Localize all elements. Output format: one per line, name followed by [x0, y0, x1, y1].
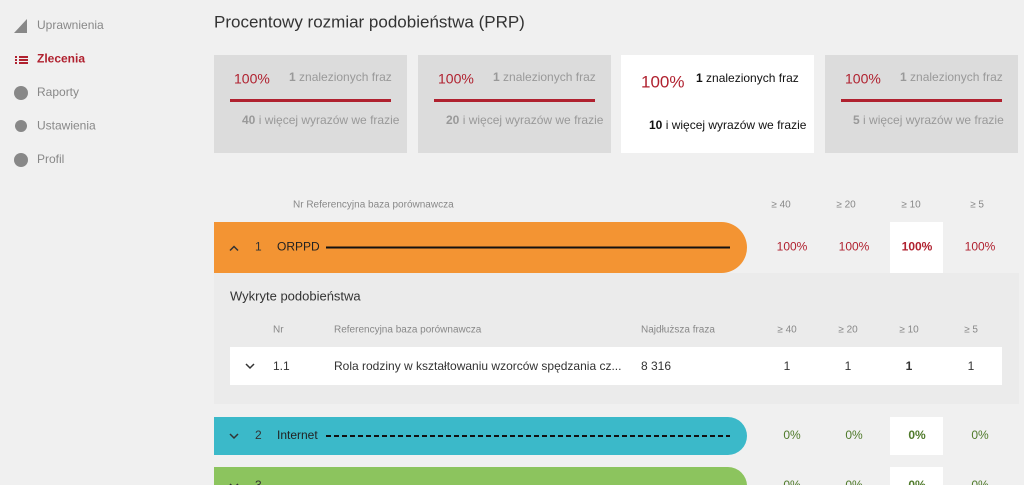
card-phrases: 1 znalezionych fraz — [900, 70, 1003, 84]
prp-card[interactable]: 100% 1 znalezionych fraz 20 i więcej wyraz… — [418, 55, 611, 153]
highlight-cell — [890, 467, 943, 485]
row-value: 0% — [845, 478, 863, 485]
row-nr: 3 — [255, 478, 262, 485]
card-words: 10 i więcej wyrazów we frazie — [649, 118, 807, 132]
card-bg — [621, 55, 814, 153]
text-part: 40 — [242, 113, 256, 127]
row-name: ORPPD — [277, 240, 320, 254]
icon-orders — [15, 56, 28, 64]
text-part: znalezionych fraz — [299, 70, 392, 84]
text-part: i więcej wyrazów we frazie — [259, 113, 400, 127]
card-percent: 100% — [234, 71, 270, 87]
sidebar-item[interactable]: Ustawienia — [37, 119, 96, 133]
detail-cell: Rola rodziny w kształtowaniu wzorców spę… — [334, 359, 621, 373]
prp-card[interactable]: 100% 1 znalezionych fraz 40 i więcej wyraz… — [214, 55, 407, 153]
sidebar-item[interactable]: Zlecenia — [37, 52, 85, 66]
card-percent: 100% — [845, 71, 881, 87]
row-value: 0% — [971, 478, 989, 485]
row-value: 0% — [908, 478, 926, 485]
column-header: ≥ 40 — [771, 200, 791, 211]
detail-header: Referencyjna baza porównawcza — [334, 325, 482, 336]
sidebar-item[interactable]: Uprawnienia — [37, 18, 104, 32]
detail-header: Nr — [273, 325, 284, 336]
card-phrases: 1 znalezionych fraz — [696, 71, 799, 85]
detail-cell: 1 — [845, 359, 852, 373]
icon-permissions — [14, 19, 27, 33]
detail-header: ≥ 20 — [838, 325, 858, 336]
row-value: 0% — [908, 428, 926, 442]
icon-reports — [14, 86, 28, 100]
row-value: 100% — [839, 240, 870, 254]
card-bg — [418, 55, 611, 153]
detail-cell: 1.1 — [273, 359, 290, 373]
detail-header: ≥ 5 — [964, 325, 978, 336]
icon-profile — [14, 153, 28, 167]
highlight-cell — [890, 222, 943, 273]
detail-cell: 8 316 — [641, 359, 671, 373]
column-header: ≥ 5 — [970, 200, 984, 211]
column-header: ≥ 10 — [901, 200, 921, 211]
page-title: Procentowy rozmiar podobieństwa (PRP) — [214, 12, 525, 31]
text-part: znalezionych fraz — [910, 70, 1003, 84]
card-bg — [825, 55, 1018, 153]
detail-cell: 1 — [906, 359, 913, 373]
table-header: Nr Referencyjna baza porównawcza — [293, 200, 454, 211]
row-value: 100% — [965, 240, 996, 254]
card-bg — [214, 55, 407, 153]
card-underline — [230, 99, 391, 102]
card-words: 5 i więcej wyrazów we frazie — [853, 113, 1004, 127]
detail-header: ≥ 10 — [899, 325, 919, 336]
detail-header: Najdłuższa fraza — [641, 325, 715, 336]
text-part: 20 — [446, 113, 460, 127]
card-percent: 100% — [641, 72, 684, 91]
row-nr: 2 — [255, 428, 262, 442]
row-value: 100% — [777, 240, 808, 254]
card-phrases: 1 znalezionych fraz — [289, 70, 392, 84]
row-value: 0% — [783, 428, 801, 442]
card-percent: 100% — [438, 71, 474, 87]
row-chevron[interactable] — [229, 245, 239, 252]
sidebar-item[interactable]: Raporty — [37, 85, 79, 99]
column-header: ≥ 20 — [836, 200, 856, 211]
text-part: 1 — [289, 70, 296, 84]
detail-cell: 1 — [968, 359, 975, 373]
source-band — [214, 467, 747, 485]
card-words: 40 i więcej wyrazów we frazie — [242, 113, 400, 127]
card-underline — [841, 99, 1002, 102]
text-part: 1 — [900, 70, 907, 84]
row-chevron[interactable] — [229, 433, 239, 440]
text-part: 1 — [493, 70, 500, 84]
detail-row — [230, 347, 1002, 385]
prp-card[interactable]: 100% 1 znalezionych fraz 10 i więcej wyraz… — [621, 55, 814, 153]
icon-settings — [15, 120, 27, 132]
row-value: 0% — [845, 428, 863, 442]
sidebar-item[interactable]: Profil — [37, 152, 64, 166]
row-value: 100% — [902, 240, 933, 254]
text-part: 1 — [696, 71, 703, 85]
detail-cell: 1 — [784, 359, 791, 373]
row-nr: 1 — [255, 240, 262, 254]
text-part: i więcej wyrazów we frazie — [666, 118, 807, 132]
prp-card[interactable]: 100% 1 znalezionych fraz 5 i więcej wyrazó… — [825, 55, 1018, 153]
row-name: Internet — [277, 428, 318, 442]
text-part: 10 — [649, 118, 663, 132]
sidebar-icons — [14, 19, 28, 167]
highlight-cell — [890, 417, 943, 455]
card-underline — [434, 99, 595, 102]
card-words: 20 i więcej wyrazów we frazie — [446, 113, 604, 127]
row-value: 0% — [971, 428, 989, 442]
row-value: 0% — [783, 478, 801, 485]
text-part: 5 — [853, 113, 860, 127]
text-part: znalezionych fraz — [706, 71, 799, 85]
detail-title: Wykryte podobieństwa — [230, 288, 361, 303]
text-part: i więcej wyrazów we frazie — [863, 113, 1004, 127]
card-phrases: 1 znalezionych fraz — [493, 70, 596, 84]
text-part: i więcej wyrazów we frazie — [463, 113, 604, 127]
expand-chevron[interactable] — [245, 363, 255, 370]
text-part: znalezionych fraz — [503, 70, 596, 84]
detail-header: ≥ 40 — [777, 325, 797, 336]
